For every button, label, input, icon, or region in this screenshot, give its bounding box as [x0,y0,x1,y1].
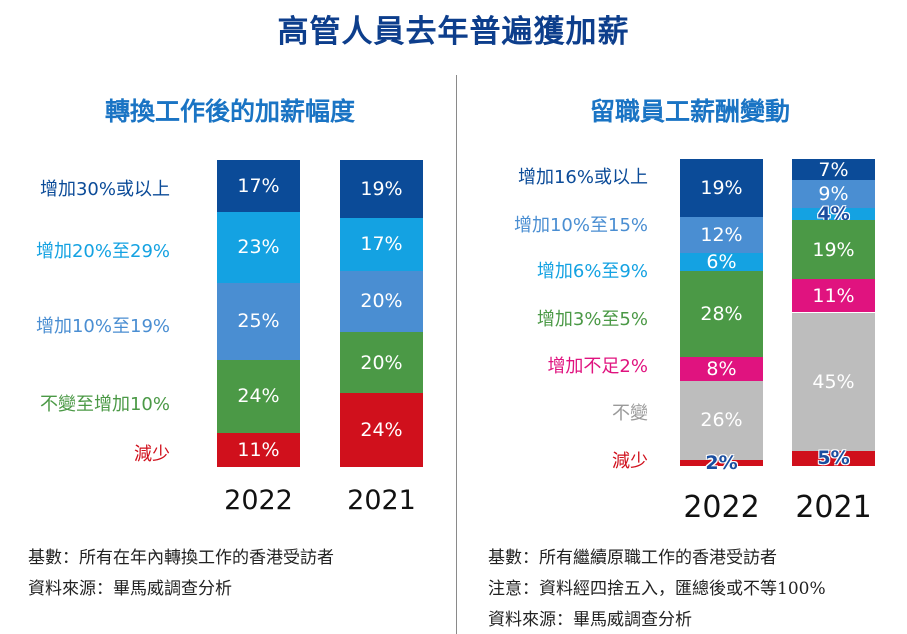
year-label: 2022 [683,490,760,525]
bar-segment: 28% [680,271,763,357]
bar-segment: 24% [340,393,423,467]
bar-segment: 26% [680,380,763,460]
bar-segment: 19% [340,160,423,219]
right-note-2: 注意：資料經四捨五入，匯總後或不等100% [488,579,826,599]
divider [456,75,457,634]
data-label: 2% [705,451,738,474]
bar-segment: 20% [340,270,423,332]
bar-segment: 11% [792,278,875,313]
data-label: 17% [237,175,280,198]
main-title: 高管人員去年普遍獲加薪 [277,14,630,50]
right-note-1: 基數：所有繼續原職工作的香港受訪者 [488,548,777,568]
legend-label: 增加10%至15% [513,215,648,236]
data-label: 20% [360,290,403,313]
data-label: 28% [700,303,743,325]
bar-segment: 6% [680,251,763,274]
bar-segment: 5% [792,447,875,469]
bar-segment: 7% [792,158,875,181]
legend-label: 增加3%至5% [536,309,648,330]
year-label: 2021 [347,485,416,516]
legend-label: 不變 [612,403,648,424]
legend-label: 增加10%至19% [35,316,170,337]
data-label: 11% [237,439,280,462]
legend-label: 增加16%或以上 [517,167,648,188]
legend-label: 增加不足2% [547,356,648,377]
data-label: 25% [237,310,280,333]
data-label: 45% [812,370,855,393]
left-note-2: 資料來源：畢馬威調查分析 [28,579,232,599]
right-note-3: 資料來源：畢馬威調查分析 [488,610,692,630]
data-label: 11% [812,284,855,307]
year-label: 2022 [224,485,293,516]
data-label: 7% [818,158,849,181]
data-label: 6% [706,251,737,274]
data-label: 5% [817,447,850,470]
data-label: 12% [700,223,743,246]
data-label: 20% [360,351,403,374]
legend-label: 減少 [134,444,170,465]
data-label: 24% [360,419,403,442]
bar-segment: 9% [792,180,875,209]
bar-segment: 17% [340,218,423,271]
left-chart-title: 轉換工作後的加薪幅度 [104,97,355,126]
data-label: 23% [237,236,280,259]
data-label: 19% [812,238,855,261]
legend-label: 減少 [612,451,648,472]
bar-segment: 25% [217,282,300,360]
bar-segment: 4% [792,203,875,225]
legend-label: 增加6%至9% [536,261,648,282]
bar-segment: 8% [680,356,763,381]
bar-segment: 24% [217,359,300,434]
data-label: 4% [817,203,850,226]
bar-segment: 19% [792,220,875,279]
data-label: 24% [237,385,280,408]
legend-label: 不變至增加10% [39,394,170,415]
bar-segment: 45% [792,312,875,451]
bar-segment: 12% [680,216,763,254]
bar-segment: 19% [680,159,763,217]
bar-segment: 23% [217,212,300,283]
data-label: 17% [360,233,403,256]
bar-segment: 20% [340,331,423,394]
bar-segment: 11% [217,433,300,467]
data-label: 26% [700,409,743,432]
legend-label: 增加20%至29% [35,241,170,262]
year-label: 2021 [795,490,872,525]
legend-label: 增加30%或以上 [39,179,170,200]
data-label: 8% [706,357,737,380]
bar-segment: 2% [680,452,763,474]
left-note-1: 基數：所有在年內轉換工作的香港受訪者 [28,548,334,568]
data-label: 19% [700,176,743,199]
data-label: 19% [360,178,403,201]
bar-segment: 17% [217,160,300,213]
right-chart-title: 留職員工薪酬變動 [589,97,790,126]
data-label: 9% [818,183,849,206]
